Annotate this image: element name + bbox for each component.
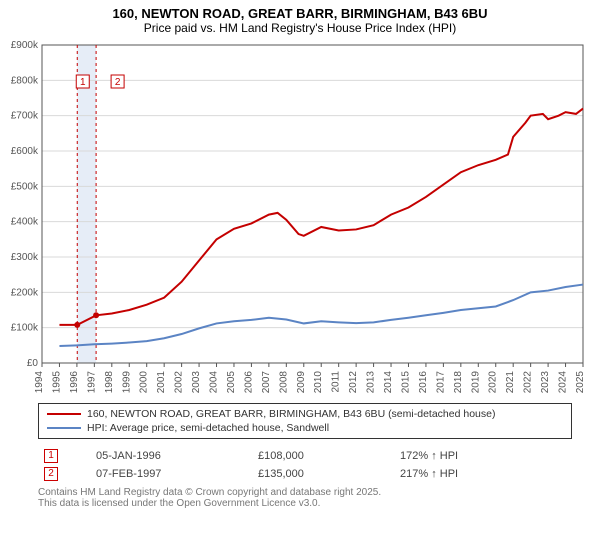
svg-text:2: 2 [115, 77, 121, 88]
svg-text:2011: 2011 [331, 371, 342, 393]
svg-text:2022: 2022 [523, 371, 534, 394]
svg-text:£900k: £900k [11, 40, 39, 51]
svg-text:2017: 2017 [435, 371, 446, 394]
svg-text:£0: £0 [27, 358, 39, 369]
svg-text:2010: 2010 [313, 371, 324, 394]
svg-text:2000: 2000 [139, 371, 150, 394]
sale-date: 05-JAN-1996 [90, 447, 252, 465]
svg-text:2020: 2020 [488, 371, 499, 394]
sale-price: £108,000 [252, 447, 394, 465]
svg-text:2012: 2012 [348, 371, 359, 394]
svg-text:2007: 2007 [261, 371, 272, 394]
sale-date: 07-FEB-1997 [90, 465, 252, 483]
legend-series-2: HPI: Average price, semi-detached house,… [47, 422, 563, 434]
copyright-line2: This data is licensed under the Open Gov… [38, 498, 572, 509]
svg-text:2016: 2016 [418, 371, 429, 394]
svg-text:1998: 1998 [104, 371, 115, 394]
svg-text:£200k: £200k [11, 287, 39, 298]
svg-text:1995: 1995 [51, 371, 62, 394]
svg-text:2014: 2014 [383, 371, 394, 394]
svg-text:2019: 2019 [470, 371, 481, 394]
svg-text:2013: 2013 [366, 371, 377, 394]
svg-text:£500k: £500k [11, 181, 39, 192]
svg-text:2002: 2002 [174, 371, 185, 394]
svg-text:2006: 2006 [243, 371, 254, 394]
chart-title-line1: 160, NEWTON ROAD, GREAT BARR, BIRMINGHAM… [0, 0, 600, 21]
sale-marker: 2 [44, 467, 58, 481]
sale-marker: 1 [44, 449, 58, 463]
svg-text:2025: 2025 [575, 371, 586, 394]
svg-text:£700k: £700k [11, 111, 39, 122]
svg-text:£400k: £400k [11, 217, 39, 228]
sale-row: 2 07-FEB-1997£135,000217% ↑ HPI [38, 465, 572, 483]
svg-text:£600k: £600k [11, 146, 39, 157]
svg-text:2001: 2001 [156, 371, 167, 394]
sale-price: £135,000 [252, 465, 394, 483]
svg-text:£100k: £100k [11, 323, 39, 334]
svg-text:£300k: £300k [11, 252, 39, 263]
svg-text:2015: 2015 [400, 371, 411, 394]
svg-text:2024: 2024 [558, 371, 569, 394]
svg-text:2009: 2009 [296, 371, 307, 394]
svg-text:1999: 1999 [121, 371, 132, 394]
copyright-line1: Contains HM Land Registry data © Crown c… [38, 487, 572, 498]
svg-text:1: 1 [80, 77, 86, 88]
svg-text:£800k: £800k [11, 75, 39, 86]
svg-text:2003: 2003 [191, 371, 202, 394]
legend-series-1: 160, NEWTON ROAD, GREAT BARR, BIRMINGHAM… [47, 408, 563, 420]
sale-change: 172% ↑ HPI [394, 447, 572, 465]
chart-title-line2: Price paid vs. HM Land Registry's House … [0, 21, 600, 37]
svg-text:2023: 2023 [540, 371, 551, 394]
sale-change: 217% ↑ HPI [394, 465, 572, 483]
sale-row: 1 05-JAN-1996£108,000172% ↑ HPI [38, 447, 572, 465]
svg-text:1997: 1997 [86, 371, 97, 394]
svg-text:2018: 2018 [453, 371, 464, 394]
svg-text:2004: 2004 [209, 371, 220, 394]
svg-text:1994: 1994 [34, 371, 45, 394]
svg-text:2008: 2008 [278, 371, 289, 394]
sales-table: 1 05-JAN-1996£108,000172% ↑ HPI 2 07-FEB-19… [38, 447, 572, 483]
svg-text:2005: 2005 [226, 371, 237, 394]
legend-box: 160, NEWTON ROAD, GREAT BARR, BIRMINGHAM… [38, 403, 572, 439]
price-chart: £0 £100k £200k £300k £400k £500k £600k £700k £80… [4, 37, 594, 397]
svg-text:2021: 2021 [505, 371, 516, 394]
svg-text:1996: 1996 [69, 371, 80, 394]
